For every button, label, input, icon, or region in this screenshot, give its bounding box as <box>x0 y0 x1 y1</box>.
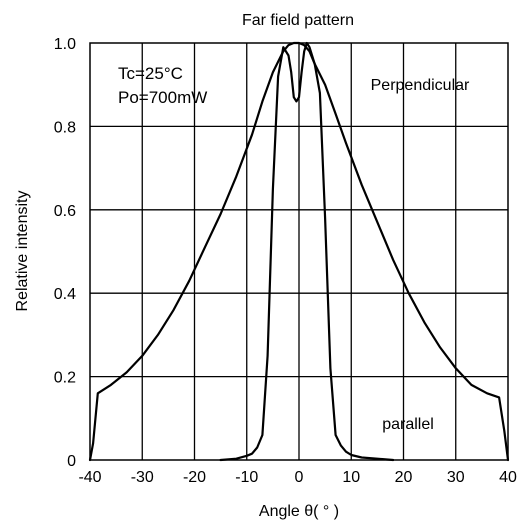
x-tick-label: 40 <box>499 469 517 486</box>
y-tick-label: 0.4 <box>54 286 76 303</box>
series-label-parallel: parallel <box>382 416 434 433</box>
y-tick-label: 0.2 <box>54 370 76 387</box>
y-tick-label: 0 <box>67 453 76 470</box>
series-lines <box>88 41 510 462</box>
x-tick-label: -30 <box>131 469 154 486</box>
series-line-parallel <box>219 41 395 462</box>
y-tick-label: 0.6 <box>54 203 76 220</box>
y-axis-ticks: 0 0.2 0.4 0.6 0.8 1.0 <box>54 36 76 470</box>
y-tick-label: 1.0 <box>54 36 76 53</box>
series-label-perpendicular: Perpendicular <box>371 77 470 94</box>
x-tick-label: 30 <box>447 469 465 486</box>
x-axis-ticks: -40 -30 -20 -10 0 10 20 30 40 <box>78 469 517 486</box>
chart-title: Far field pattern <box>242 12 354 29</box>
x-tick-label: 10 <box>342 469 360 486</box>
series-line-perpendicular <box>88 41 510 462</box>
x-tick-label: 0 <box>295 469 304 486</box>
grid <box>90 43 508 460</box>
condition-temperature-label: Tc=25°C <box>118 64 183 83</box>
x-tick-label: 20 <box>395 469 413 486</box>
y-axis-label: Relative intensity <box>14 191 31 312</box>
x-tick-label: -40 <box>78 469 101 486</box>
y-tick-label: 0.8 <box>54 119 76 136</box>
x-tick-label: -20 <box>183 469 206 486</box>
condition-power-label: Po=700mW <box>118 88 207 107</box>
x-axis-label: Angle θ( ° ) <box>259 503 339 520</box>
x-tick-label: -10 <box>235 469 258 486</box>
